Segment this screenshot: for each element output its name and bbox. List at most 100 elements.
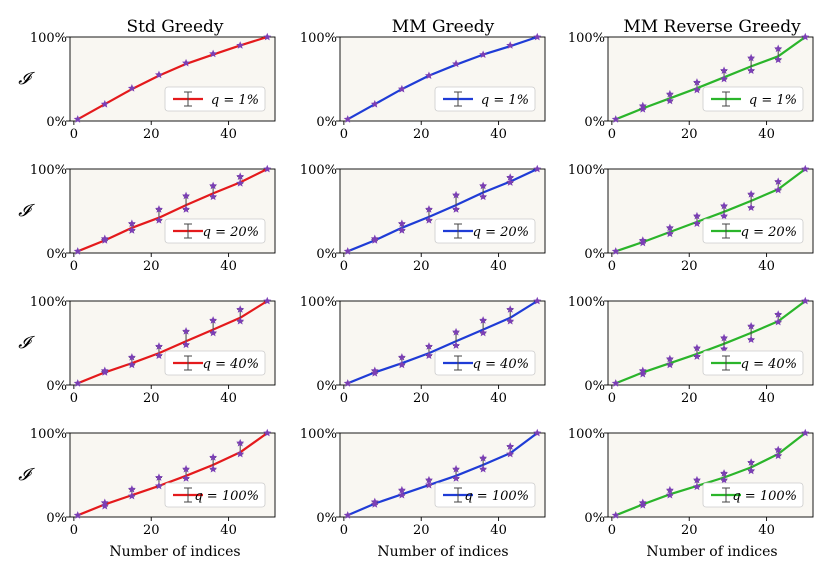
legend-label: q = 100% [194,489,259,504]
star-marker [506,449,515,458]
star-marker [452,190,461,199]
star-marker [747,53,756,62]
star-marker [665,490,674,499]
y-tick-label: 0% [584,247,605,262]
star-marker [533,296,542,305]
x-tick-label: 0 [340,127,348,142]
star-marker [209,181,218,190]
series-line [347,35,538,121]
star-marker [774,317,783,326]
star-marker [127,219,136,227]
panel-r3-c2: 0% 100% 0 20 40 q = 40% [300,295,546,406]
star-marker [747,66,756,74]
star-marker [182,340,191,349]
column-title-std-greedy: Std Greedy [126,17,223,37]
star-marker [774,451,783,460]
row-ylabel-3: 𝓘 [18,333,35,353]
star-marker [397,84,406,93]
panel-r2-c2: 0% 100% 0 20 40 q = 20% [300,163,546,274]
legend-label: q = 1% [481,93,529,108]
star-marker [665,360,674,369]
y-tick-label: 100% [30,427,67,442]
x-tick-label: 40 [758,127,775,142]
legend-box [164,86,266,112]
star-marker [692,219,701,227]
star-marker [774,55,783,64]
panel-r3-c3: 0% 100% 0 20 40 q = 40% [568,295,814,406]
series-line [77,168,268,253]
panel-r4-c1: 0% 100% 0 20 40 q = 100% [30,427,276,538]
column-title-mm-greedy: MM Greedy [392,17,495,37]
y-tick-label: 100% [300,427,337,442]
star-marker [424,480,433,489]
series-line [615,432,806,517]
star-marker [182,191,191,200]
x-tick-label: 20 [413,523,430,538]
star-marker [665,485,674,494]
star-marker [665,223,674,232]
star-marker [209,453,218,461]
x-tick-label: 20 [681,391,698,406]
star-marker [638,369,647,378]
star-marker [665,229,674,238]
star-marker [692,475,701,484]
y-tick-label: 0% [316,379,337,394]
series-line [77,35,268,121]
star-marker [638,101,647,110]
star-marker [774,177,783,185]
star-marker [747,190,756,198]
x-tick-label: 0 [70,127,78,142]
x-tick-label: 0 [70,391,78,406]
star-marker [236,172,245,180]
x-tick-label: 20 [143,391,160,406]
xlabel-col-2: Number of indices [377,544,508,560]
star-marker [127,360,136,369]
star-marker [73,511,82,519]
panel-r2-c1: 0% 100% 0 20 40 q = 20% [30,163,276,274]
row-ylabel-4: 𝓘 [18,465,35,485]
panel-r4-c2: 0% 100% 0 20 40 q = 100% [300,427,546,538]
star-marker [506,442,515,450]
x-tick-label: 40 [490,391,507,406]
y-tick-label: 100% [568,163,605,178]
legend-label: q = 40% [203,357,259,372]
x-tick-label: 40 [490,259,507,274]
star-marker [479,316,488,324]
legend-label: q = 20% [741,225,797,240]
series-line [77,432,268,517]
star-marker [182,464,191,473]
star-marker [209,49,218,58]
legend-label: q = 40% [473,357,529,372]
star-marker [397,226,406,234]
star-marker [479,328,488,337]
star-marker [154,473,163,481]
y-tick-label: 100% [568,31,605,46]
panel-r1-c1: 0% 100% 0 20 40 q = 1% [30,31,276,142]
star-marker [209,328,218,337]
star-marker [452,341,461,349]
star-marker [424,351,433,359]
star-marker [747,322,756,330]
star-marker [506,178,515,186]
star-marker [533,32,542,41]
star-marker [720,211,729,220]
star-marker [100,100,109,108]
star-marker [774,310,783,318]
star-marker [397,490,406,499]
star-marker [747,458,756,466]
y-tick-label: 100% [568,427,605,442]
legend-box [702,218,804,244]
x-tick-label: 20 [413,391,430,406]
x-tick-label: 0 [70,523,78,538]
star-marker [801,164,810,173]
star-marker [479,464,488,473]
y-tick-label: 0% [46,379,67,394]
panel-r4-c3: 0% 100% 0 20 40 q = 100% [568,427,814,538]
star-marker [236,438,245,447]
legend-label: q = 1% [211,93,259,108]
star-marker [506,41,515,49]
star-marker [370,369,379,377]
column-title-mm-reverse-greedy: MM Reverse Greedy [623,17,801,37]
star-marker [479,181,488,190]
